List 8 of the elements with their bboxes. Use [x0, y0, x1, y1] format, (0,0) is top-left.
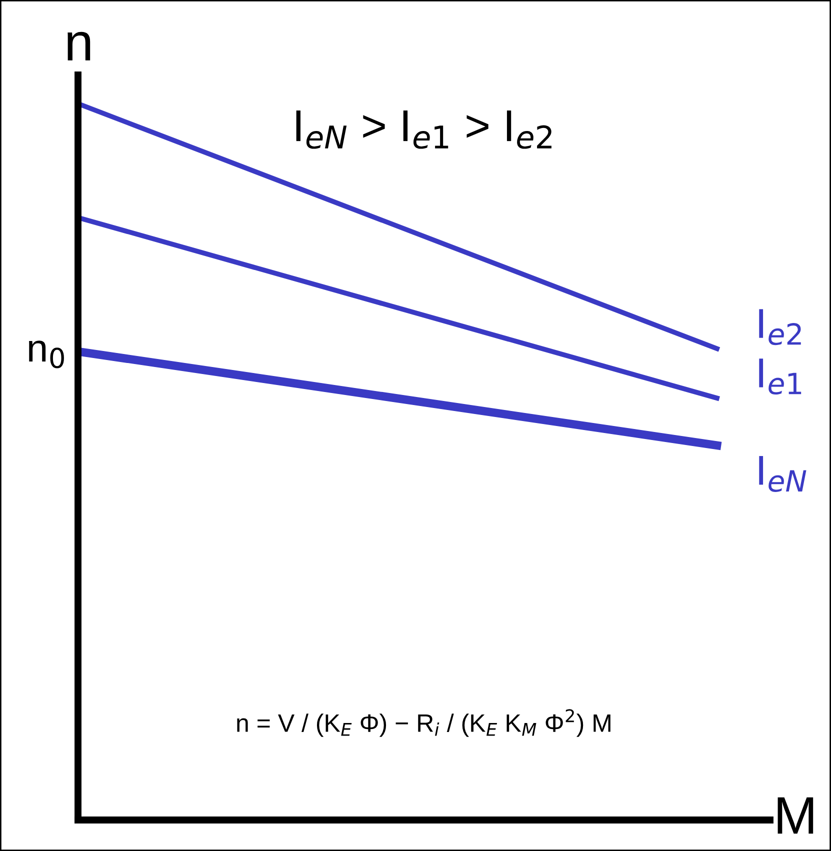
- x-axis-title: M: [778, 797, 814, 834]
- text: n = V / (K$_{E}$ Φ) − R$_{i}$ / (K$_{E}$ K$_{M}$ Φ$^{2}$) M: [237, 709, 610, 737]
- series-label: I$_{e1}$: [759, 358, 802, 395]
- chart-title: I$_{eN}$ > I$_{e1}$ > I$_{e2}$: [296, 110, 552, 149]
- series-label: I$_{eN}$: [759, 456, 806, 492]
- series-label: I$_{e2}$: [759, 309, 801, 346]
- y-axis-title: n: [68, 32, 90, 60]
- annotation: n$_{0}$: [29, 340, 64, 368]
